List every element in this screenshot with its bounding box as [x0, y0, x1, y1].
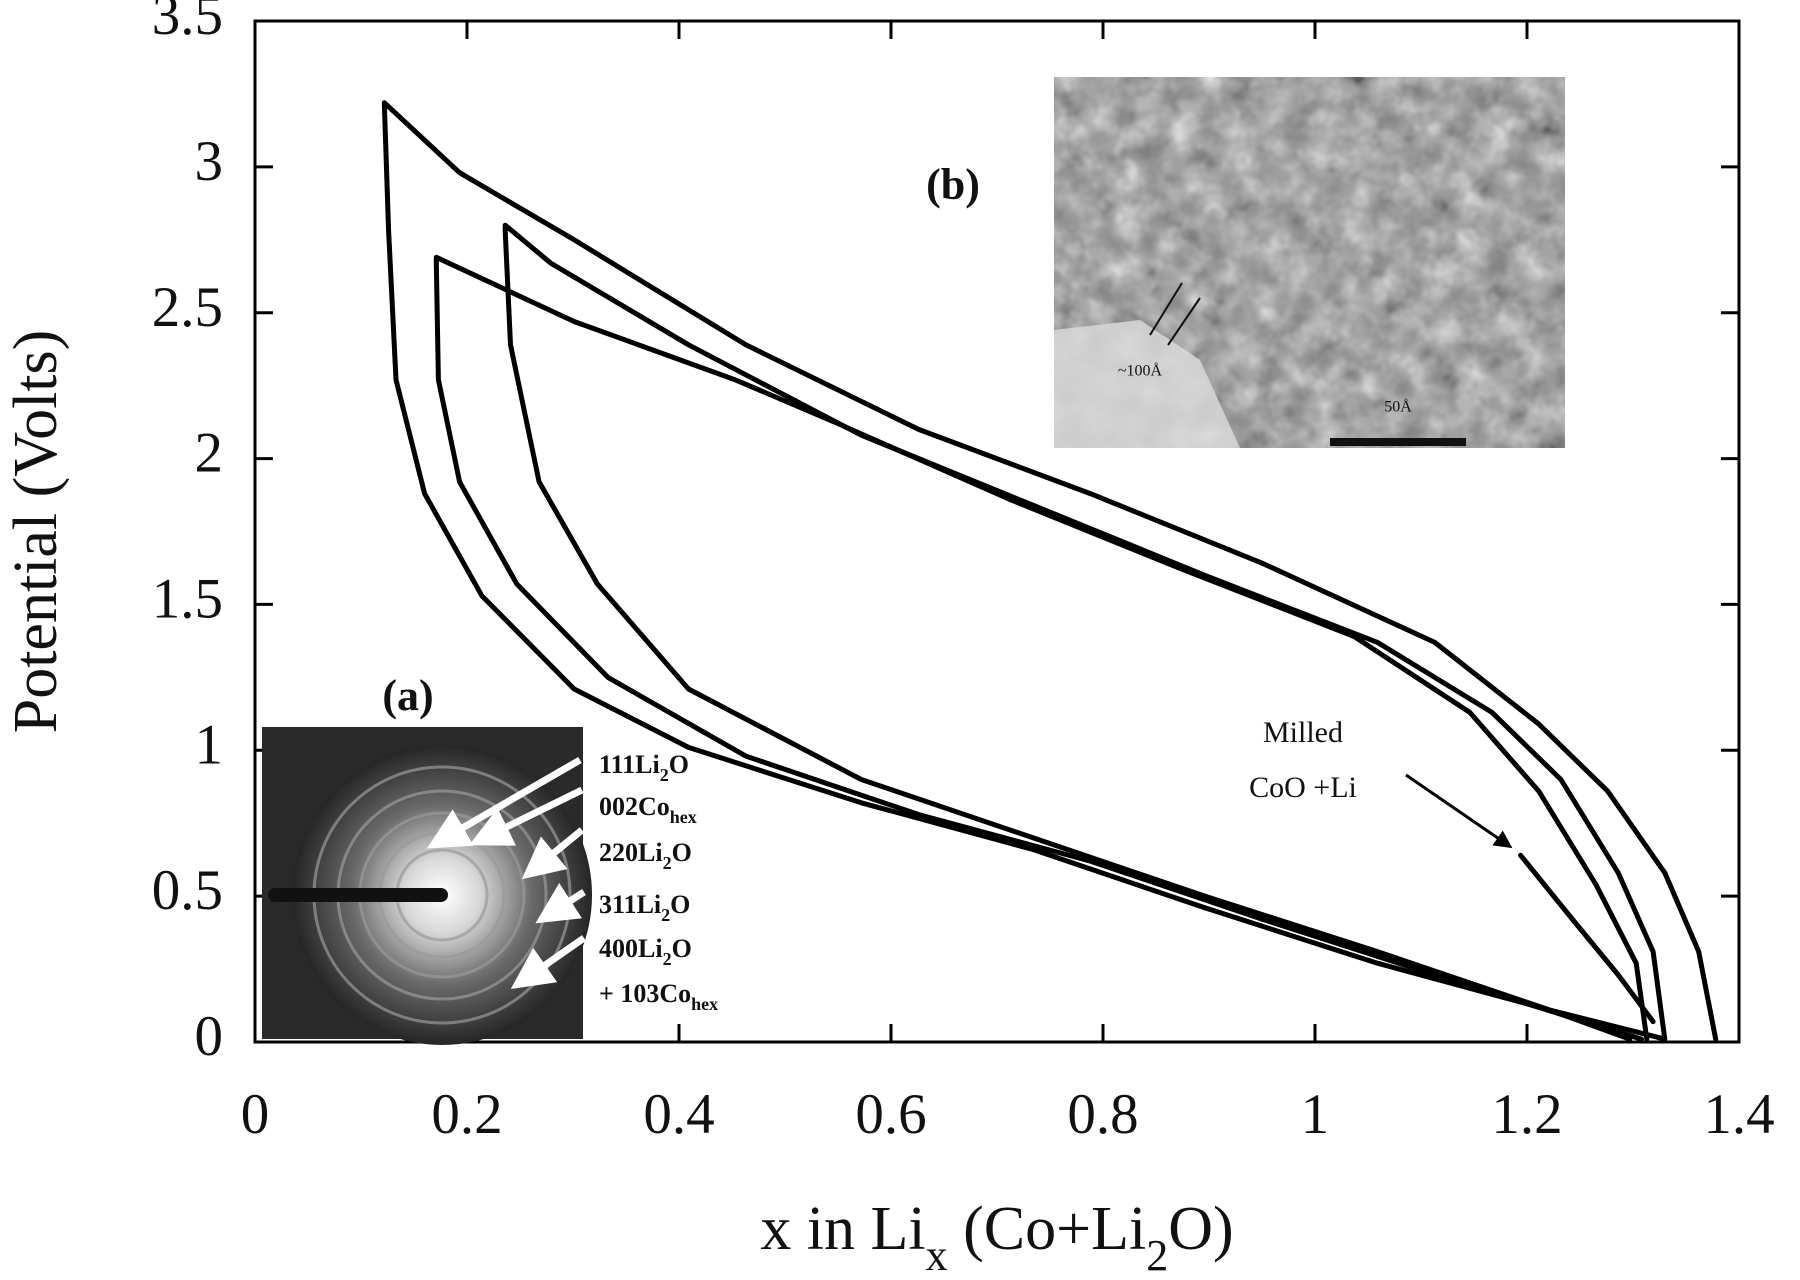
film-edge [1054, 320, 1240, 448]
ring-label-part: 2 [663, 853, 672, 873]
curve [433, 254, 1650, 1042]
x-tick-label: 0 [241, 1083, 270, 1146]
plot-frame [253, 19, 1741, 1044]
ring-label-part: 2 [663, 949, 672, 969]
y-axis-title: Potential (Volts) [2, 330, 70, 734]
x-axis-title-part: O) [1168, 1195, 1233, 1263]
inset-b [1054, 77, 1565, 448]
ring-label: 400Li2O [599, 934, 692, 969]
x-axis-title-part: x [926, 1231, 948, 1280]
curve [381, 100, 1719, 1042]
x-tick-label: 1.2 [1491, 1083, 1562, 1146]
x-axis-title: x in Lix (Co+Li2O) [760, 1195, 1233, 1279]
ring-label-part: 2 [660, 765, 669, 785]
ring-label-part: O [670, 890, 690, 919]
x-tick-label: 1.4 [1703, 1083, 1774, 1146]
ring-label-part: 311Li [599, 890, 661, 919]
inset-b-label: (b) [926, 160, 980, 209]
x-axis-title-part: 2 [1146, 1231, 1168, 1280]
annotation-arrow [1405, 773, 1513, 849]
curve [1518, 852, 1656, 1025]
annotation: Milled [1263, 716, 1343, 749]
ring-arrows [426, 756, 587, 990]
inset-a-label: (a) [382, 671, 433, 720]
x-tick-label: 1 [1301, 1083, 1330, 1146]
scale-bar [1330, 438, 1466, 446]
size-marker [1149, 282, 1183, 336]
y-tick-label: 3 [195, 130, 224, 193]
inset-a [262, 727, 592, 1045]
ring-label-part: 400Li [599, 934, 663, 963]
y-tick-label: 0 [195, 1005, 224, 1068]
x-tick-label: 0.2 [431, 1083, 502, 1146]
ring-label: 220Li2O [599, 838, 692, 873]
ring-label-part: O [672, 934, 692, 963]
ring-label-part: 2 [661, 905, 670, 925]
ring-label-part: hex [670, 807, 697, 827]
y-tick-label: 0.5 [152, 859, 223, 922]
ring-label: 002Cohex [599, 792, 697, 827]
x-axis-title-part: x in Li [760, 1195, 925, 1263]
inset-b-text: ~100Å [1118, 362, 1163, 380]
y-tick-label: 2 [195, 422, 224, 485]
y-tick-label: 1 [195, 713, 224, 776]
beam-stop [268, 888, 448, 902]
y-tick-label: 3.5 [152, 0, 223, 47]
ring-label-part: O [669, 750, 689, 779]
ring-label-part: 220Li [599, 838, 663, 867]
x-axis-title-part: (Co+Li [948, 1195, 1147, 1263]
x-tick-label: 0.8 [1067, 1083, 1138, 1146]
annotation: CoO +Li [1249, 771, 1357, 804]
ring-label-part: hex [691, 994, 718, 1014]
size-marker [1167, 297, 1201, 346]
ring-label-part: + 103Co [599, 979, 691, 1008]
y-tick-label: 1.5 [152, 568, 223, 631]
ring-label-part: 111Li [599, 750, 660, 779]
ring-label: 111Li2O [599, 750, 689, 785]
y-tick-label: 2.5 [152, 276, 223, 339]
ring-label-part: O [672, 838, 692, 867]
inset-b-text: 50Å [1384, 398, 1412, 416]
x-tick-label: 0.6 [855, 1083, 926, 1146]
x-tick-label: 0.4 [643, 1083, 714, 1146]
ring-label-part: 002Co [599, 792, 670, 821]
ring-label: + 103Cohex [599, 979, 718, 1014]
curve [502, 222, 1668, 1042]
ring-label: 311Li2O [599, 890, 690, 925]
